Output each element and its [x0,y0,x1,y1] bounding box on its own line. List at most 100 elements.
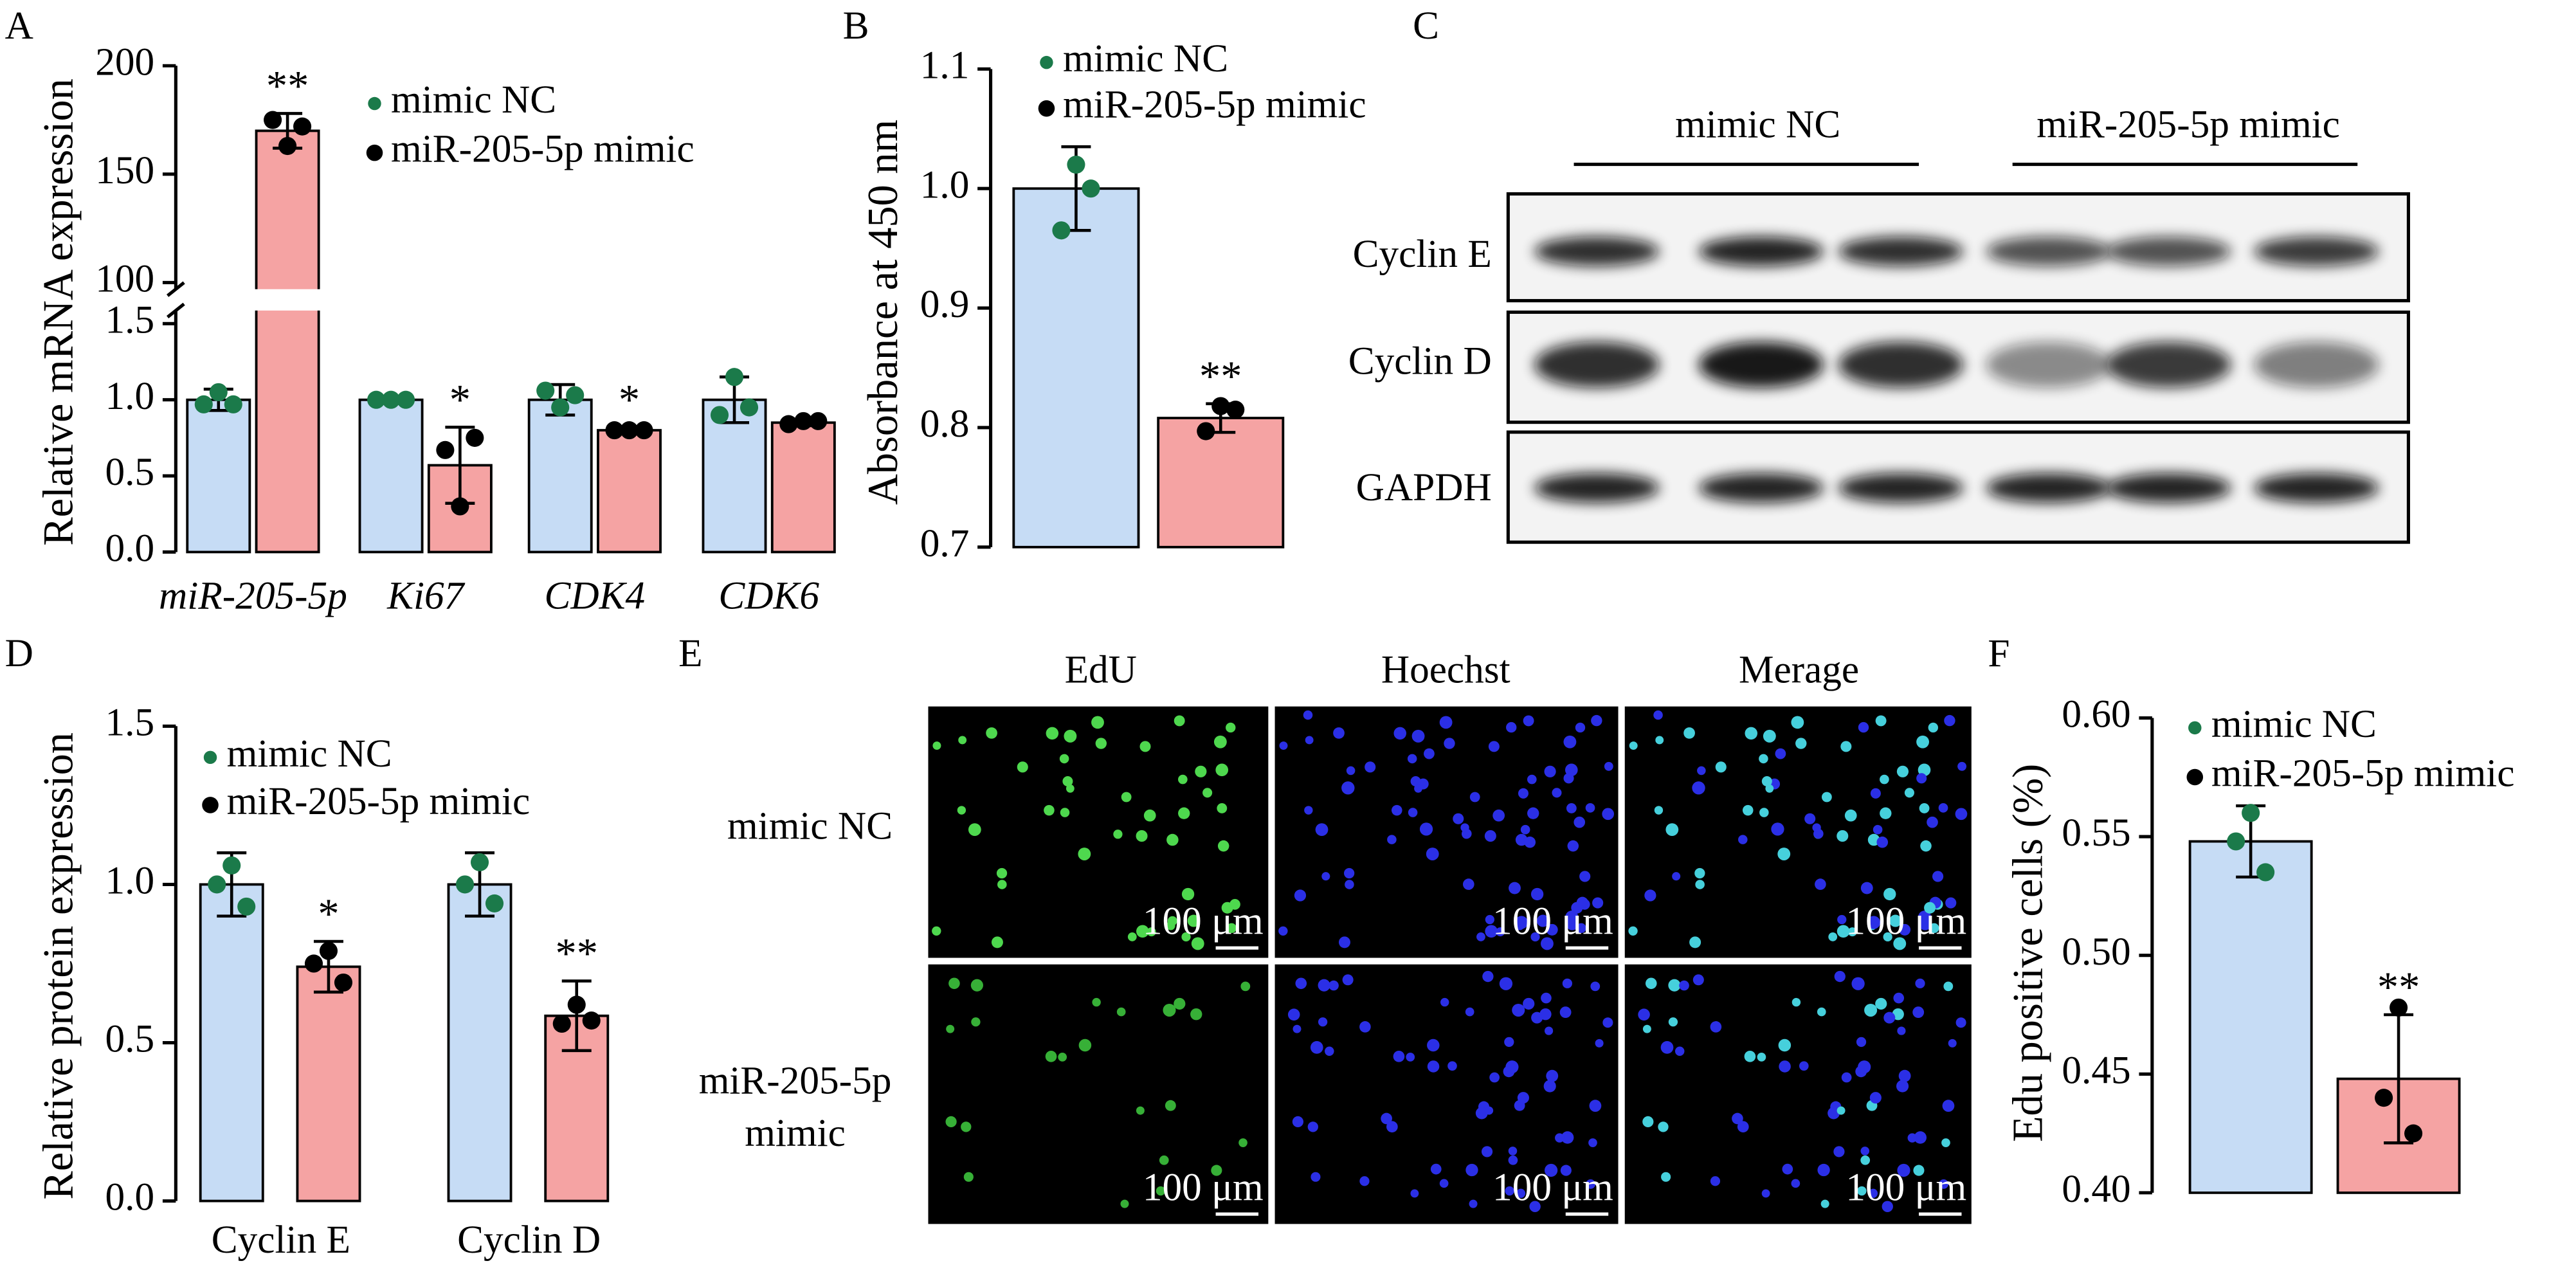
cell [1555,1133,1565,1143]
column-label: Hoechst [1381,648,1510,692]
bar [597,429,662,554]
data-point [382,390,401,409]
cell [1560,1165,1572,1176]
cell [1546,1069,1559,1082]
cell [1419,822,1433,836]
cell [1883,887,1896,901]
cell [1695,880,1705,889]
cell [1226,722,1236,733]
cell [1303,710,1313,720]
cell [1692,974,1704,986]
significance: ** [2377,964,2420,1011]
cell [1775,748,1786,759]
cell [1440,997,1449,1007]
cell [1579,871,1591,882]
legend-label: miR-205-5p mimic [2211,752,2515,795]
cell [1765,784,1774,793]
y-tick-label: 1.1 [920,43,970,87]
cell [1240,981,1251,992]
panel-label: C [1413,4,1439,48]
cell [1791,716,1804,729]
cell [1529,1201,1541,1212]
panel-label: E [678,631,702,675]
cell [1156,1186,1166,1196]
cell [1307,1121,1318,1132]
cell [1742,804,1754,816]
cell [1567,840,1579,852]
cell [1463,878,1474,890]
cell [957,806,966,815]
cell [1166,921,1175,930]
cell [1939,1179,1949,1189]
cell [1346,766,1356,776]
cell [1492,809,1505,822]
cell [1485,925,1498,938]
cell [1815,878,1826,890]
cell [1136,925,1149,938]
cell [1143,809,1156,822]
cell [1694,867,1705,879]
data-point [725,368,744,386]
cell [1178,774,1188,785]
y-tick-label: 0.0 [105,1175,155,1219]
legend-label: mimic NC [227,732,392,776]
significance: ** [1199,353,1242,400]
scale-label: 100 μm [1143,1165,1264,1209]
data-point [319,941,338,960]
cell [991,936,1003,948]
cell [1875,997,1887,1010]
cell [1880,774,1889,785]
cell [1778,1039,1791,1052]
bar [1012,187,1140,549]
cell [1213,735,1227,748]
cell [1292,1116,1304,1128]
cell [1044,804,1055,816]
cell [1359,1176,1370,1186]
data-point [436,440,455,459]
scale-label: 100 μm [1492,899,1613,943]
legend-marker [2188,721,2202,735]
cell [1469,792,1480,803]
data-point [635,421,653,440]
cell [1120,1199,1129,1208]
data-point [2242,804,2260,822]
cell [1178,807,1190,819]
cell [1644,889,1656,902]
data-point [396,390,415,409]
cell [1311,1172,1321,1182]
cell [1489,1072,1500,1083]
legend-label: mimic NC [391,78,556,122]
cell [1893,937,1907,950]
data-point [567,995,586,1014]
y-axis-label: Edu positive cells (%) [2005,764,2052,1142]
cell [1586,1179,1596,1189]
cell [1315,823,1329,837]
data-point [470,853,489,872]
bar [255,129,320,554]
x-tick-label: Cyclin D [457,1218,601,1262]
cell [1165,1100,1176,1111]
cell [1847,927,1857,937]
cell [1444,738,1455,749]
cell [1837,1106,1846,1115]
cell [1654,806,1664,815]
cell [1955,808,1968,821]
cell [1916,773,1927,784]
y-tick-label: 0.9 [920,282,970,326]
cell [1761,776,1772,787]
y-tick-label: 0.5 [105,1017,155,1061]
row-label: mimic NC [727,804,893,848]
data-point [264,111,282,129]
bar [527,398,593,554]
cell [1629,741,1638,750]
legend-label: miR-205-5p mimic [227,779,531,823]
cell [1759,808,1769,817]
cell [1828,932,1838,941]
cell [1897,1026,1906,1035]
error-bar [561,979,592,1053]
cell [1795,738,1807,749]
legend-label: miR-205-5p mimic [391,127,694,171]
cell [1238,1138,1247,1147]
cell [1278,926,1288,936]
